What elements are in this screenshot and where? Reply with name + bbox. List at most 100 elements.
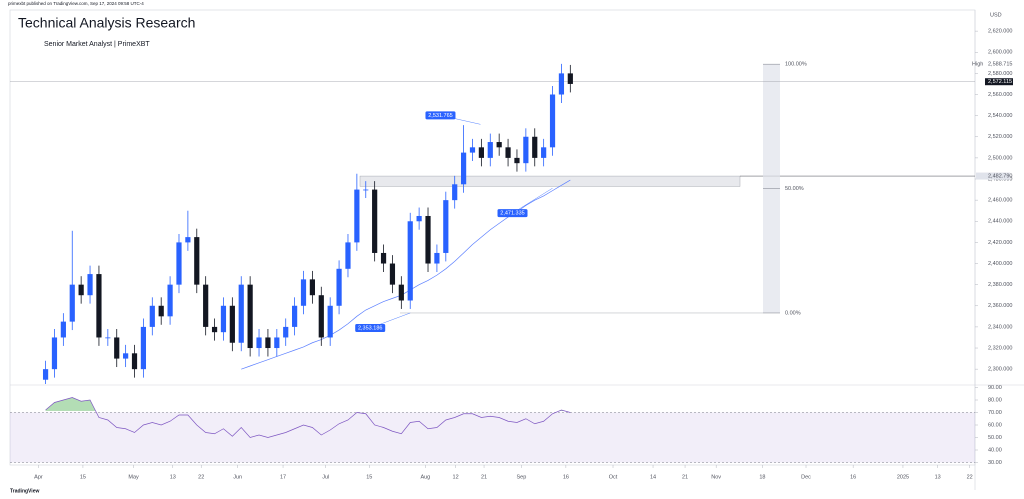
candle-body: [443, 200, 449, 253]
footer-logo: TradingView: [10, 488, 39, 494]
x-tick-label: 16: [563, 474, 569, 480]
subtitle: Senior Market Analyst | PrimeXBT: [44, 41, 150, 48]
candle-body: [247, 284, 253, 349]
candle-body: [558, 73, 565, 95]
x-tick-label: Sep: [517, 474, 527, 480]
candle-body: [42, 369, 49, 380]
candle-body: [265, 337, 271, 349]
candle-body: [176, 242, 182, 285]
candle-body: [211, 326, 218, 333]
x-tick-label: 13: [170, 474, 176, 480]
currency: USD: [990, 12, 1002, 18]
annotation-box: [425, 111, 456, 120]
candle-body: [416, 215, 422, 222]
x-tick-label: 22: [198, 474, 204, 480]
y2-tick-label: 40.00: [988, 447, 1002, 453]
y-tick-label: 2,360.000: [988, 303, 1012, 309]
candle-body: [60, 321, 66, 338]
candle-body: [549, 94, 556, 148]
candle-body: [336, 268, 342, 306]
annotation-box: [355, 323, 386, 332]
y2-tick-label: 50.00: [988, 435, 1002, 441]
y-tick-label: 2,400.000: [988, 261, 1012, 267]
candle-body: [505, 147, 511, 158]
x-tick-label: 21: [481, 474, 487, 480]
candle-body: [327, 305, 333, 338]
candle-body: [194, 237, 200, 285]
x-tick-label: 12: [453, 474, 459, 480]
candle-body: [514, 157, 520, 164]
y-tick-label: 2,580.000: [988, 71, 1012, 77]
candle-body: [567, 73, 573, 84]
candle-body: [398, 284, 404, 301]
candle-body: [203, 284, 209, 327]
y-tick-label: 2,420.000: [988, 240, 1012, 246]
moving-average: [241, 179, 571, 370]
candle-body: [452, 184, 458, 201]
candle-body: [292, 305, 298, 327]
candle-body: [363, 189, 369, 191]
candle-body: [158, 305, 164, 317]
rsi-line: [45, 397, 571, 438]
candle-body: [532, 136, 538, 158]
x-tick-label: Dec: [801, 474, 811, 480]
candle-body: [434, 252, 440, 264]
y-tick-label: 2,380.000: [988, 282, 1012, 288]
candle-body: [523, 136, 529, 164]
last-price-label: 2,572.115: [988, 79, 1012, 85]
candle-body: [167, 284, 173, 317]
candle-body: [140, 326, 147, 370]
x-tick-label: Aug: [420, 474, 430, 480]
candle-body: [496, 142, 502, 148]
candle-body: [283, 326, 289, 338]
candle-body: [149, 305, 155, 327]
y-tick-label: 2,300.000: [988, 367, 1012, 373]
x-tick-label: 16: [850, 474, 856, 480]
zone-tag: [976, 172, 1010, 180]
x-tick-label: 14: [650, 474, 656, 480]
annotation-label: 2,471.335: [500, 211, 524, 217]
x-tick-label: May: [128, 474, 139, 480]
high-value: 2,588.715: [988, 62, 1012, 68]
candle-body: [105, 337, 111, 339]
candle-body: [220, 305, 227, 333]
candle-body: [256, 337, 262, 349]
y-tick-label: 2,620.000: [988, 29, 1012, 35]
candle-body: [238, 284, 244, 343]
y-tick-label: 2,600.000: [988, 50, 1012, 56]
y-tick-label: 2,440.000: [988, 219, 1012, 225]
x-tick-label: 18: [759, 474, 765, 480]
candle-body: [407, 221, 413, 301]
rsi-band: [10, 412, 975, 463]
y-tick-label: 2,460.000: [988, 198, 1012, 204]
x-tick-label: Oct: [609, 474, 618, 480]
y2-tick-label: 80.00: [988, 397, 1002, 403]
x-tick-label: 22: [967, 474, 973, 480]
candle-body: [78, 284, 84, 296]
annotation-pointer: [512, 187, 553, 214]
candle-body: [469, 147, 476, 153]
x-tick-label: Jun: [233, 474, 242, 480]
x-tick-label: Jul: [322, 474, 329, 480]
candle-body: [541, 147, 547, 158]
candle-body: [274, 337, 280, 349]
candle-body: [425, 215, 431, 264]
y-tick-label: 2,320.000: [988, 345, 1012, 351]
y2-tick-label: 90.00: [988, 385, 1002, 391]
y-tick-label: 2,560.000: [988, 92, 1012, 98]
candle-body: [309, 279, 315, 296]
candle-body: [87, 274, 93, 296]
fib-label: 0.00%: [785, 310, 801, 316]
publish-note: primexbt published on TradingView.com, S…: [8, 1, 144, 6]
fib-label: 100.00%: [785, 62, 807, 68]
annotation-label: 2,353.186: [358, 325, 382, 331]
y-tick-label: 2,340.000: [988, 324, 1012, 330]
x-tick-label: Apr: [34, 474, 43, 480]
y2-tick-label: 30.00: [988, 460, 1002, 466]
candle-body: [487, 142, 493, 158]
y-tick-label: 2,500.000: [988, 155, 1012, 161]
y2-tick-label: 60.00: [988, 422, 1002, 428]
x-tick-label: 15: [80, 474, 86, 480]
x-tick-label: 13: [935, 474, 941, 480]
